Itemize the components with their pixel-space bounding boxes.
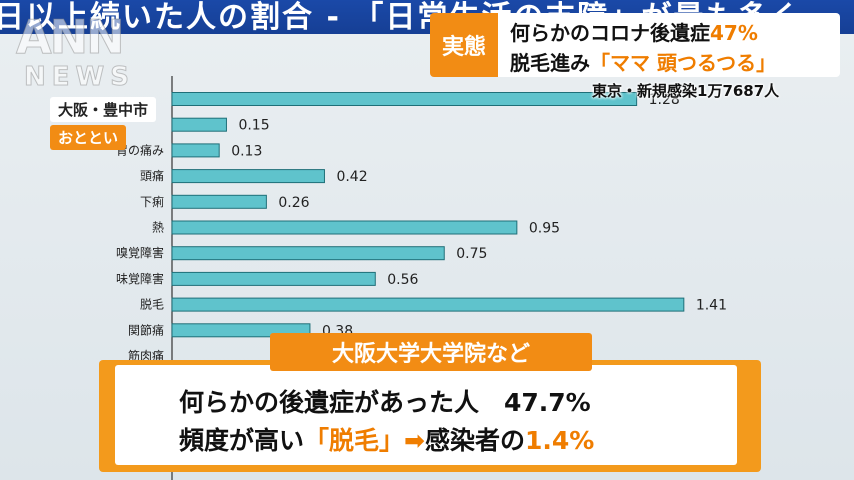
bar-value-label: 0.15 (238, 118, 269, 134)
location-tag: 大阪・豊中市 おととい (50, 97, 157, 150)
headline-line1-highlight: 47% (710, 21, 758, 45)
category-label: 胃の痛み (116, 142, 164, 157)
bar (171, 143, 220, 158)
bar-value-label: 0.95 (529, 221, 560, 237)
bar-value-label: 0.75 (456, 246, 487, 262)
bar (171, 169, 325, 184)
caption-box: 何らかの後遺症があった人 47.7% 頻度が高い「脱毛」➡感染者の1.4% (99, 360, 761, 472)
caption-line1: 何らかの後遺症があった人 47.7% (179, 388, 591, 417)
bar-value-label: 1.41 (696, 298, 727, 314)
headline-box: 何らかのコロナ後遺症47% 脱毛進み「ママ 頭つるつる」 (498, 13, 840, 77)
bar (171, 220, 518, 235)
bar-value-label: 1.28 (649, 92, 680, 108)
bar (171, 194, 267, 209)
caption-line2-prefix: 頻度が高い (179, 426, 305, 455)
headline-line1: 何らかのコロナ後遺症47% (510, 17, 758, 46)
headline-line2-highlight: 「ママ 頭つるつる」 (590, 51, 777, 75)
location-name: 大阪・豊中市 (50, 97, 157, 122)
bar-value-label: 0.26 (278, 195, 309, 211)
bar (171, 92, 638, 106)
caption-line2: 頻度が高い「脱毛」➡感染者の1.4% (179, 421, 594, 457)
headline-line1-text: 何らかのコロナ後遺症 (510, 21, 710, 45)
logo-sub: NEWS (24, 62, 135, 93)
category-label: 関節痛 (128, 322, 164, 337)
caption-line2-highlight: 「脱毛」 (304, 426, 405, 455)
arrow-right-icon: ➡ (404, 426, 425, 455)
bar-value-label: 0.42 (336, 169, 367, 185)
bar-value-label: 0.13 (231, 143, 262, 159)
ann-news-logo: ANN NEWS (12, 6, 162, 96)
bar-value-label: 0.56 (387, 272, 418, 288)
location-date: おととい (50, 125, 127, 150)
category-label: 頭痛 (140, 168, 164, 183)
caption-source: 大阪大学大学院など (270, 333, 592, 371)
category-label: 筋肉痛 (128, 348, 164, 363)
headline-line2-text: 脱毛進み (510, 51, 590, 75)
bar-chart: 1.28 0.15 0.13 胃の痛み 0.42 頭痛 0.26 下痢 0.95 熱 0.75 嗅覚障… (116, 76, 727, 480)
caption-inner: 何らかの後遺症があった人 47.7% 頻度が高い「脱毛」➡感染者の1.4% (115, 365, 737, 465)
headline-tag: 実態 (430, 13, 498, 77)
bar (171, 297, 685, 312)
category-label: 脱毛 (140, 297, 164, 312)
category-label: 下痢 (140, 194, 164, 209)
headline-line2: 脱毛進み「ママ 頭つるつる」 (510, 47, 776, 76)
logo-brand: ANN (16, 10, 126, 65)
bar (171, 117, 227, 132)
category-label: 嗅覚障害 (116, 245, 164, 260)
sub-info: 東京・新規感染1万7687人 (592, 82, 780, 100)
bar (171, 271, 376, 286)
headline: 実態 何らかのコロナ後遺症47% 脱毛進み「ママ 頭つるつる」 (430, 13, 840, 77)
category-label: 味覚障害 (116, 271, 164, 286)
caption-line2-value: 1.4% (525, 426, 595, 455)
bar (171, 246, 445, 261)
category-label: 熱 (152, 221, 164, 235)
caption-line2-mid: 感染者の (424, 426, 525, 455)
